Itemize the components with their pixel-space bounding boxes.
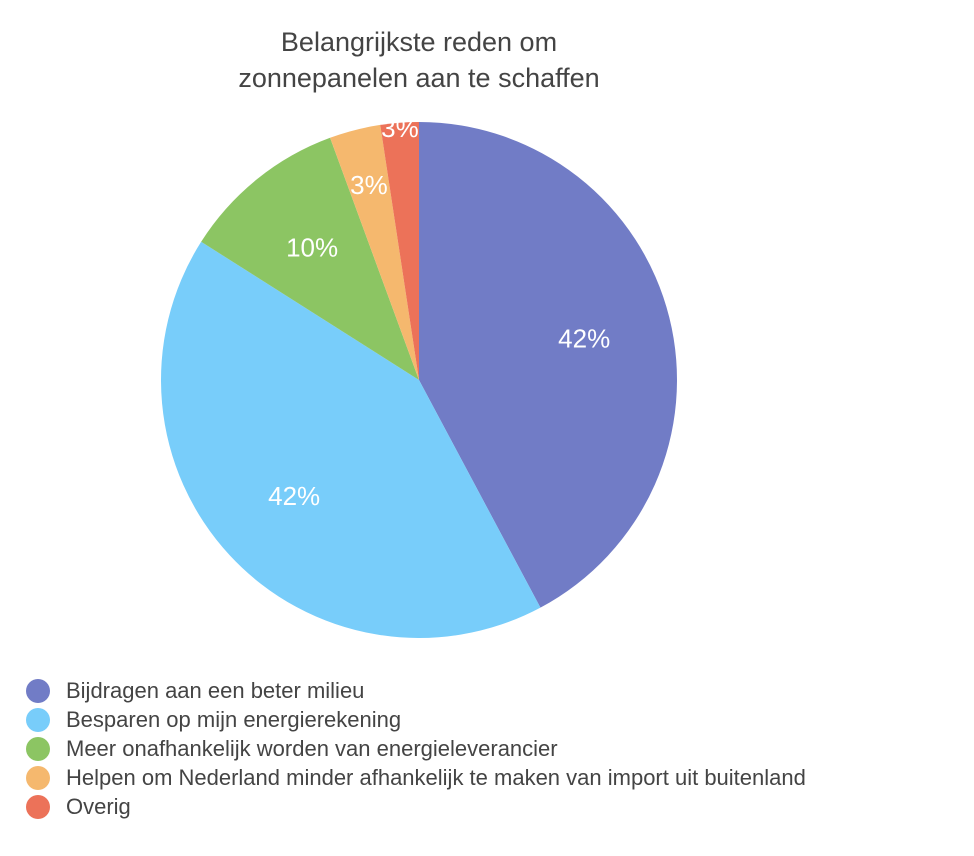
legend-color-dot-icon [26, 794, 50, 819]
legend-color-dot-icon [26, 707, 50, 732]
pie-slice [330, 124, 419, 380]
legend-label: Overig [66, 793, 131, 819]
pie-slice [380, 122, 419, 380]
legend-color-dot-icon [26, 765, 50, 790]
slice-label: 3% [350, 170, 388, 200]
chart-title-line-1: Belangrijkste reden om [280, 27, 558, 57]
pie-slice [160, 241, 541, 639]
pie-slice [419, 122, 677, 608]
legend-label: Besparen op mijn energierekening [66, 706, 402, 732]
slice-label: 42% [558, 324, 610, 354]
legend-item: Meer onafhankelijk worden van energielev… [26, 734, 806, 763]
legend-label: Meer onafhankelijk worden van energielev… [66, 735, 558, 761]
slice-label: 3% [381, 113, 419, 143]
legend-label: Helpen om Nederland minder afhankelijk t… [66, 764, 806, 790]
legend-color-dot-icon [26, 678, 50, 703]
pie-slice [201, 137, 419, 380]
legend-color-dot-icon [26, 736, 50, 761]
slice-label: 42% [268, 481, 320, 511]
legend-item: Helpen om Nederland minder afhankelijk t… [26, 763, 806, 792]
legend-item: Overig [26, 792, 806, 821]
legend-item: Bijdragen aan een beter milieu [26, 676, 806, 705]
slice-label: 10% [286, 232, 338, 262]
chart-title: Belangrijkste reden om zonnepanelen aan … [119, 24, 719, 96]
legend-item: Besparen op mijn energierekening [26, 705, 806, 734]
legend-label: Bijdragen aan een beter milieu [66, 677, 365, 703]
legend: Bijdragen aan een beter milieu Besparen o… [26, 676, 806, 821]
chart-title-line-2: zonnepanelen aan te schaffen [238, 63, 600, 93]
